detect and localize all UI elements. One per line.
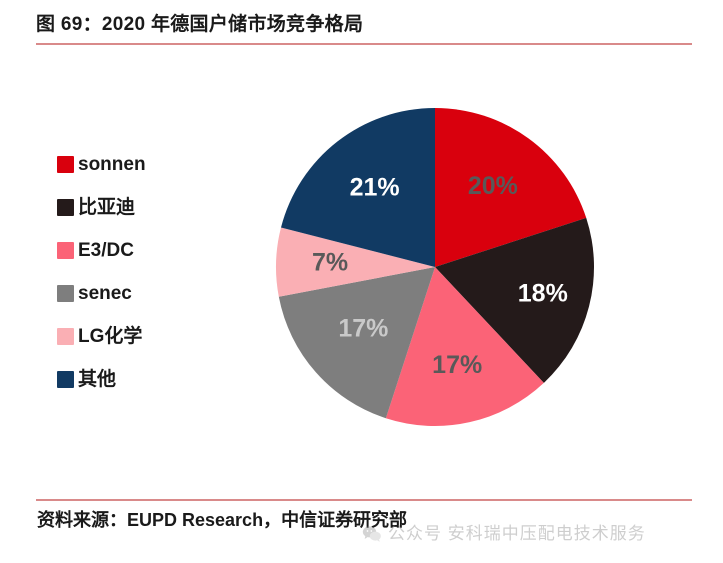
pie-slice-label: 17% [432,351,482,379]
chart-legend: sonnen 比亚迪 E3/DC senec LG化学其他 [57,143,237,401]
legend-item-label: 其他 [78,368,117,390]
pie-slice-label: 18% [518,279,568,307]
legend-item[interactable]: senec [57,272,237,315]
source-note: 资料来源：EUPD Research，中信证券研究部 [37,510,408,530]
legend-swatch-icon [57,285,74,302]
title-divider [36,43,692,45]
pie-slice[interactable] [435,217,595,383]
pie-slice[interactable] [276,227,435,297]
pie-slice-label: 7% [312,248,348,276]
legend-item-label: sonnen [78,153,146,175]
pie-slice-label: 17% [338,315,388,343]
legend-item-label: LG化学 [78,325,143,347]
legend-swatch-icon [57,199,74,216]
legend-item-label: senec [78,282,132,304]
legend-item-label: E3/DC [78,239,134,261]
footer-divider [36,499,692,501]
legend-swatch-icon [57,156,74,173]
pie-slice[interactable] [278,267,435,419]
legend-swatch-icon [57,242,74,259]
pie-slice-label: 20% [468,172,518,200]
legend-swatch-icon [57,371,74,388]
legend-item[interactable]: E3/DC [57,229,237,272]
page-title: 图 69：2020 年德国户储市场竞争格局 [36,14,364,35]
pie-slice[interactable] [385,267,544,427]
watermark-text: 公众号 安科瑞中压配电技术服务 [388,524,646,543]
legend-item-label: 比亚迪 [78,196,136,218]
figure-title-block: 图 69：2020 年德国户储市场竞争格局 [36,12,692,38]
legend-item[interactable]: 其他 [57,358,237,401]
pie-slice[interactable] [281,108,435,267]
pie-slice-label: 21% [350,174,400,202]
legend-item[interactable]: LG化学 [57,315,237,358]
legend-item[interactable]: sonnen [57,143,237,186]
pie-chart-svg: 20% 18% 17% 17% 7% 21% [276,108,595,427]
pie-chart: 20% 18% 17% 17% 7% 21% [275,107,595,427]
legend-item[interactable]: 比亚迪 [57,186,237,229]
legend-swatch-icon [57,328,74,345]
pie-slice[interactable] [435,108,587,267]
